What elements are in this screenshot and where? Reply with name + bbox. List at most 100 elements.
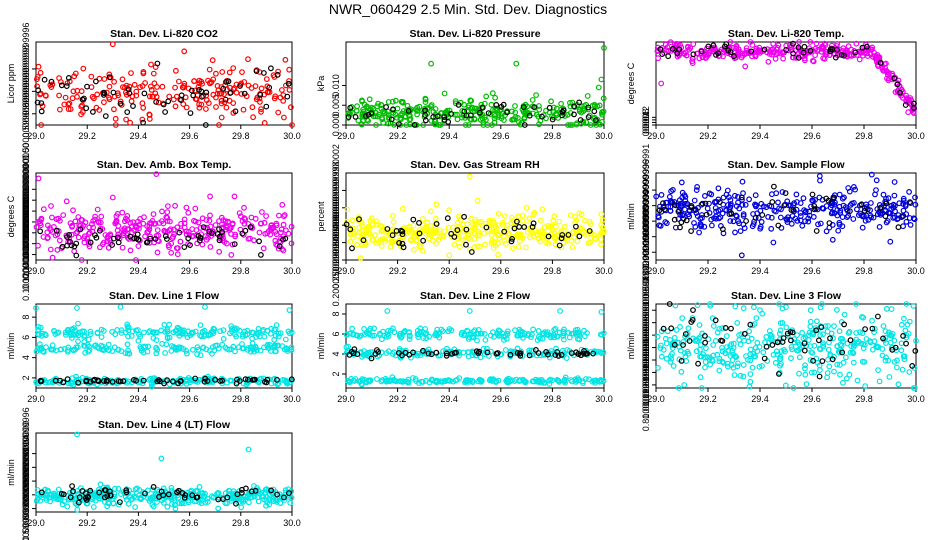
- data-point: [732, 303, 739, 310]
- reference-point: [416, 230, 423, 237]
- reference-point: [660, 325, 667, 332]
- reference-point: [809, 191, 816, 198]
- data-point: [777, 320, 784, 327]
- data-point: [817, 332, 824, 339]
- reference-point: [125, 86, 132, 93]
- reference-point: [448, 110, 455, 117]
- data-point: [811, 342, 818, 349]
- data-point: [178, 220, 185, 227]
- data-point: [262, 230, 269, 237]
- data-point: [217, 328, 224, 335]
- data-point: [149, 502, 156, 508]
- plot-frame: [345, 41, 605, 126]
- data-point: [799, 329, 806, 336]
- data-point: [777, 214, 784, 221]
- data-point: [495, 231, 502, 238]
- data-point: [737, 341, 744, 348]
- data-point: [127, 119, 134, 126]
- reference-point: [368, 355, 375, 362]
- data-point: [204, 499, 211, 505]
- y-tick-label: 0.59999999999999998: [641, 206, 651, 299]
- reference-point: [274, 71, 281, 78]
- reference-point: [507, 351, 514, 358]
- data-point: [836, 328, 843, 335]
- data-point: [250, 330, 257, 336]
- data-point: [370, 105, 377, 112]
- data-point: [166, 244, 172, 251]
- data-point: [88, 494, 95, 500]
- reference-point: [348, 348, 355, 355]
- reference-point: [546, 104, 553, 111]
- data-point: [394, 105, 401, 112]
- reference-point: [877, 205, 884, 211]
- data-point: [360, 118, 367, 124]
- data-point: [75, 234, 82, 241]
- reference-point: [140, 119, 147, 126]
- data-point: [560, 330, 567, 337]
- data-point: [591, 232, 598, 239]
- outlier-point: [598, 76, 605, 83]
- data-point: [379, 236, 386, 243]
- data-point: [461, 101, 467, 108]
- data-point: [239, 218, 246, 225]
- data-point: [380, 119, 387, 126]
- data-point: [490, 217, 497, 224]
- outlier-point: [513, 60, 520, 67]
- data-point: [874, 206, 881, 212]
- data-point: [218, 90, 225, 97]
- data-point: [530, 233, 537, 240]
- x-tick-label: 29.0: [647, 131, 665, 141]
- x-tick-label: 30.0: [907, 131, 925, 141]
- data-point: [79, 109, 86, 115]
- data-point: [183, 228, 190, 235]
- reference-point: [420, 347, 426, 354]
- data-point: [737, 372, 744, 379]
- reference-point: [225, 78, 232, 85]
- data-point: [138, 495, 145, 502]
- reference-point: [416, 219, 422, 226]
- data-point: [882, 328, 889, 335]
- data-point: [35, 490, 42, 497]
- data-point: [747, 378, 754, 385]
- data-point: [694, 213, 701, 220]
- x-tick-label: 30.0: [283, 131, 301, 141]
- reference-point: [468, 249, 475, 255]
- data-point: [356, 224, 363, 231]
- data-point: [219, 341, 226, 348]
- reference-point: [877, 60, 884, 66]
- reference-point: [661, 206, 668, 213]
- outlier-point: [816, 173, 823, 180]
- reference-point: [473, 348, 480, 355]
- data-point: [514, 332, 521, 339]
- data-point: [373, 218, 380, 225]
- data-point: [123, 116, 129, 123]
- data-point: [805, 218, 812, 225]
- data-point: [743, 45, 750, 51]
- reference-point: [365, 111, 372, 118]
- data-point: [194, 344, 201, 351]
- data-point: [166, 334, 173, 341]
- data-point: [216, 122, 222, 128]
- y-tick-label: 0.000: [331, 114, 341, 137]
- data-point: [84, 341, 91, 348]
- data-point: [789, 346, 795, 353]
- reference-point: [444, 215, 451, 222]
- data-point: [737, 228, 744, 235]
- reference-point: [852, 49, 859, 56]
- data-point: [489, 90, 496, 97]
- data-point: [386, 115, 392, 122]
- data-point: [571, 234, 577, 241]
- reference-point: [37, 228, 44, 235]
- data-point: [67, 106, 74, 112]
- data-point: [361, 348, 367, 354]
- data-point: [445, 224, 452, 231]
- data-point: [783, 324, 790, 331]
- y-axis-label: degrees C: [626, 62, 636, 104]
- data-point: [678, 368, 685, 375]
- data-point: [519, 212, 526, 219]
- data-point: [872, 326, 878, 332]
- data-point: [164, 504, 171, 510]
- reference-point: [508, 238, 515, 245]
- data-point: [720, 194, 727, 201]
- reference-point: [659, 51, 666, 57]
